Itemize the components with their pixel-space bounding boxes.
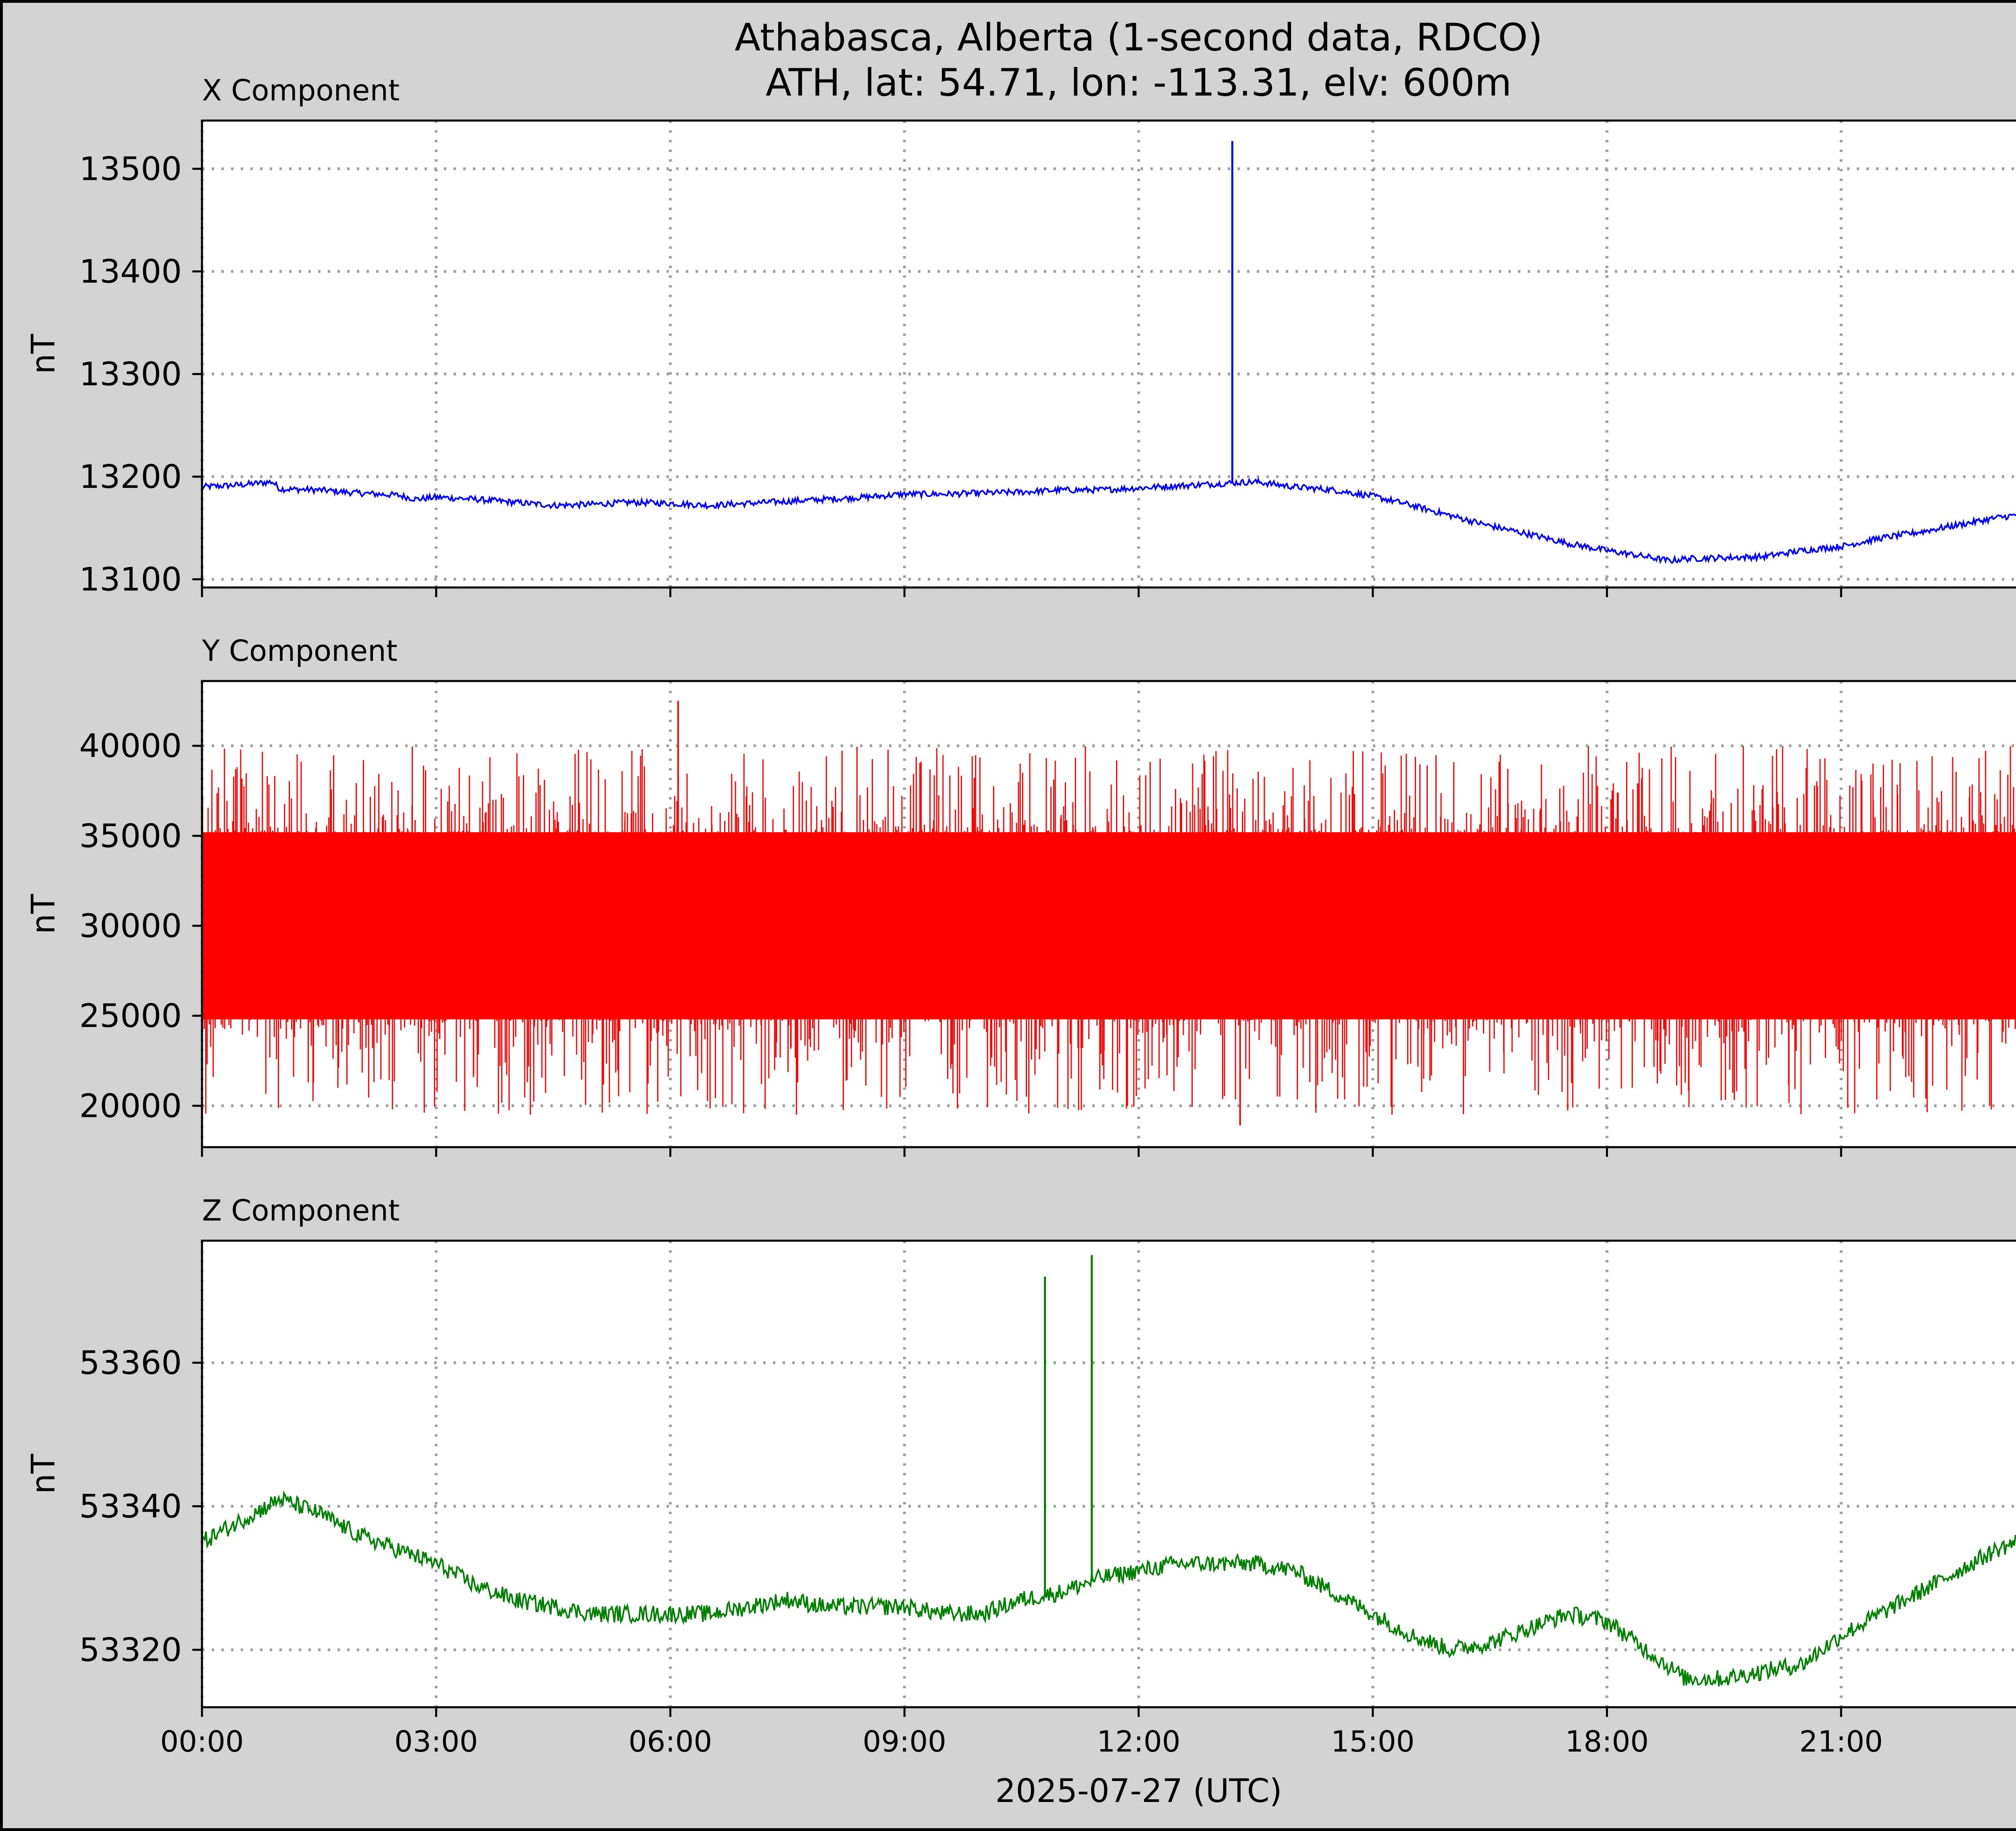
y-tick-label: 13200: [79, 458, 182, 496]
y-tick-label: 53340: [79, 1488, 182, 1525]
chart-title-line1: Athabasca, Alberta (1-second data, RDCO): [735, 16, 1543, 60]
series-z: [202, 1255, 2016, 1687]
panel-z-component: 53320 53340 53360 Z Component nT: [25, 1194, 2016, 1717]
x-tick-label: 12:00: [1097, 1725, 1181, 1758]
series-x: [202, 141, 2016, 565]
x-tick-label: 00:00: [160, 1725, 244, 1758]
panel-x-component: 13100 13200 13300 13400 13500 X Component nT: [25, 73, 2016, 598]
series-line: [202, 1490, 2016, 1687]
y-tick-label: 13100: [79, 561, 182, 598]
y-tick-label: 25000: [79, 997, 182, 1035]
plot-area: [202, 121, 2016, 587]
panel-title: X Component: [202, 73, 400, 107]
series-line: [202, 477, 2016, 565]
x-tick-label: 18:00: [1565, 1725, 1649, 1758]
y-tick-label: 53320: [79, 1631, 182, 1669]
x-tick-label: 03:00: [394, 1725, 478, 1758]
x-tick-label: 15:00: [1331, 1725, 1415, 1758]
y-tick-label: 13400: [79, 253, 182, 290]
x-axis-label: 2025-07-27 (UTC): [995, 1772, 1282, 1810]
y-tick-label: 13500: [79, 150, 182, 188]
x-tick-label: 09:00: [863, 1725, 947, 1758]
y-axis-label: nT: [25, 1454, 62, 1494]
panel-title: Z Component: [202, 1194, 400, 1227]
chart-canvas: Athabasca, Alberta (1-second data, RDCO)…: [25, 16, 2016, 1810]
panel-title: Y Component: [202, 634, 398, 668]
y-tick-label: 53360: [79, 1344, 182, 1382]
plot-area: [202, 1241, 2016, 1707]
y-tick-label: 20000: [79, 1087, 182, 1125]
x-tick-label: 06:00: [629, 1725, 712, 1758]
y-axis-label: nT: [25, 894, 62, 934]
series-y: [202, 701, 2016, 1126]
y-tick-label: 13300: [79, 356, 182, 393]
panel-y-component: 20000 25000 30000 35000 40000 Y Component nT: [25, 634, 2016, 1157]
y-tick-label: 30000: [79, 907, 182, 945]
chart-title-line2: ATH, lat: 54.71, lon: -113.31, elv: 600m: [766, 61, 1512, 105]
y-tick-label: 40000: [79, 727, 182, 765]
x-tick-label: 21:00: [1799, 1725, 1883, 1758]
y-tick-label: 35000: [79, 817, 182, 855]
y-axis-label: nT: [25, 333, 62, 374]
